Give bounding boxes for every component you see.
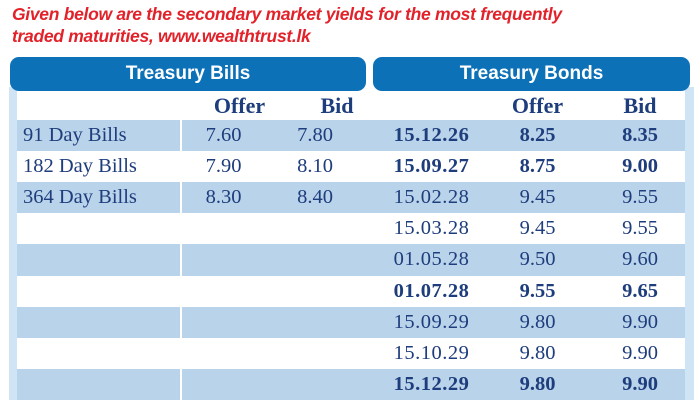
bond-bid: 9.90 bbox=[622, 341, 658, 364]
empty-cell bbox=[265, 369, 365, 400]
bond-bid: 9.90 bbox=[622, 310, 658, 333]
page-title: Given below are the secondary market yie… bbox=[12, 3, 672, 47]
data-rows: 91 Day Bills 7.60 7.80 15.12.26 8.25 8.3… bbox=[17, 120, 685, 400]
bond-bid: 9.60 bbox=[622, 248, 658, 271]
bill-offer: 7.90 bbox=[205, 155, 242, 178]
empty-cell bbox=[182, 338, 265, 369]
bond-bid: 8.35 bbox=[622, 124, 658, 147]
bond-maturity: 15.12.29 bbox=[393, 372, 470, 395]
bond-maturity: 15.12.26 bbox=[393, 124, 470, 147]
bond-offer: 8.25 bbox=[519, 124, 556, 147]
bond-offer: 9.55 bbox=[519, 279, 556, 302]
table-row: 15.03.28 9.45 9.55 bbox=[17, 213, 685, 245]
empty-cell bbox=[265, 276, 365, 307]
bill-maturity: 91 Day Bills bbox=[17, 120, 182, 152]
table-row: 91 Day Bills 7.60 7.80 15.12.26 8.25 8.3… bbox=[17, 120, 685, 152]
empty-cell bbox=[182, 276, 265, 307]
table-row: 364 Day Bills 8.30 8.40 15.02.28 9.45 9.… bbox=[17, 182, 685, 214]
bills-offer-header: Offer bbox=[213, 92, 266, 118]
bond-maturity: 15.09.29 bbox=[393, 310, 470, 333]
table-row: 01.05.28 9.50 9.60 bbox=[17, 244, 685, 276]
treasury-bills-title: Treasury Bills bbox=[125, 63, 251, 84]
bill-maturity-empty bbox=[17, 244, 182, 276]
empty-cell bbox=[182, 369, 265, 400]
bond-offer: 9.50 bbox=[519, 248, 556, 271]
bond-offer: 9.45 bbox=[519, 217, 556, 240]
bond-maturity: 15.03.28 bbox=[393, 217, 470, 240]
title-line-2: traded maturities, www.wealthtrust.lk bbox=[12, 26, 311, 46]
bill-maturity: 182 Day Bills bbox=[17, 151, 182, 183]
bond-maturity: 15.10.29 bbox=[393, 341, 470, 364]
bond-bid: 9.65 bbox=[622, 279, 658, 302]
treasury-bills-header: Treasury Bills bbox=[10, 57, 366, 91]
table-row: 15.09.29 9.80 9.90 bbox=[17, 306, 685, 338]
spacer-cell bbox=[17, 91, 182, 120]
bond-bid: 9.55 bbox=[622, 186, 658, 209]
empty-cell bbox=[265, 338, 365, 369]
empty-cell bbox=[265, 307, 365, 338]
bonds-offer-header: Offer bbox=[511, 92, 564, 118]
yields-table: Treasury Bills Treasury Bonds Offer Bid … bbox=[0, 57, 700, 400]
bond-bid: 9.90 bbox=[622, 372, 658, 395]
bond-bid: 9.55 bbox=[622, 217, 658, 240]
right-edge-stripe bbox=[685, 87, 694, 400]
bill-maturity-empty bbox=[17, 368, 182, 400]
bond-offer: 9.80 bbox=[519, 372, 556, 395]
bond-offer: 8.75 bbox=[519, 155, 556, 178]
bonds-bid-header: Bid bbox=[623, 92, 657, 118]
empty-cell bbox=[182, 307, 265, 338]
table-row: 182 Day Bills 7.90 8.10 15.09.27 8.75 9.… bbox=[17, 151, 685, 183]
treasury-bonds-title: Treasury Bonds bbox=[459, 63, 604, 84]
column-header-row: Offer Bid Offer Bid bbox=[17, 91, 685, 120]
empty-cell bbox=[265, 244, 365, 275]
bill-bid: 7.80 bbox=[297, 124, 333, 147]
bill-maturity-empty bbox=[17, 275, 182, 307]
bond-offer: 9.80 bbox=[519, 341, 556, 364]
bill-offer: 7.60 bbox=[205, 124, 242, 147]
table-row: 01.07.28 9.55 9.65 bbox=[17, 275, 685, 307]
bond-bid: 9.00 bbox=[622, 155, 658, 178]
bills-bid-header: Bid bbox=[320, 92, 354, 118]
bond-offer: 9.45 bbox=[519, 186, 556, 209]
bill-maturity: 364 Day Bills bbox=[17, 182, 182, 214]
empty-cell bbox=[182, 244, 265, 275]
bill-offer: 8.30 bbox=[205, 186, 242, 209]
empty-cell bbox=[182, 213, 265, 244]
bond-maturity: 01.07.28 bbox=[393, 279, 470, 302]
treasury-bonds-header: Treasury Bonds bbox=[373, 57, 690, 91]
bond-maturity: 01.05.28 bbox=[393, 248, 470, 271]
table-row: 15.10.29 9.80 9.90 bbox=[17, 337, 685, 369]
table-row: 15.12.29 9.80 9.90 bbox=[17, 368, 685, 400]
bond-maturity: 15.02.28 bbox=[393, 186, 470, 209]
bond-maturity: 15.09.27 bbox=[393, 155, 470, 178]
left-edge-stripe bbox=[9, 87, 17, 400]
bill-bid: 8.10 bbox=[297, 155, 333, 178]
bill-maturity-empty bbox=[17, 337, 182, 369]
bond-offer: 9.80 bbox=[519, 310, 556, 333]
bill-maturity-empty bbox=[17, 306, 182, 338]
bill-bid: 8.40 bbox=[297, 186, 333, 209]
title-line-1: Given below are the secondary market yie… bbox=[12, 4, 562, 24]
empty-cell bbox=[265, 213, 365, 244]
bill-maturity-empty bbox=[17, 213, 182, 245]
